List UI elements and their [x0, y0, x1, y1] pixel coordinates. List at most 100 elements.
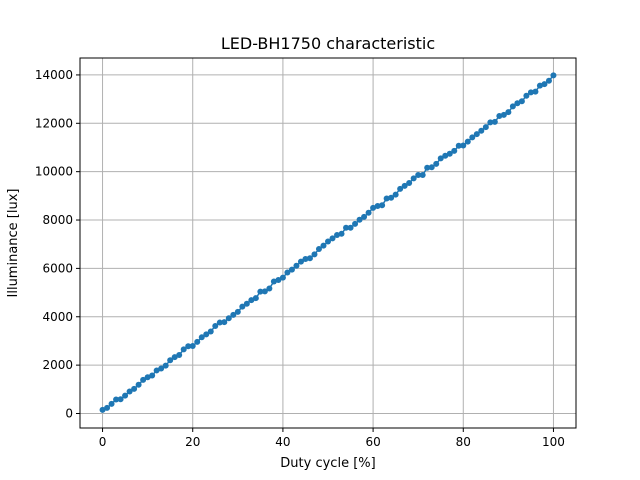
y-tick-label: 4000 — [42, 310, 73, 324]
y-axis-ticks: 0 2000 4000 6000 8000 10000 12000 14000 — [35, 68, 80, 420]
data-point — [104, 404, 111, 411]
data-point — [99, 406, 106, 413]
data-point — [311, 251, 318, 258]
data-point — [180, 346, 187, 353]
x-tick-label: 0 — [99, 435, 107, 449]
data-point — [379, 202, 386, 209]
data-point — [140, 376, 147, 383]
data-point — [194, 338, 201, 345]
plot-area-frame — [79, 57, 577, 429]
data-point — [248, 297, 255, 304]
data-point — [545, 77, 552, 84]
x-axis-label: Duty cycle [%] — [280, 456, 375, 471]
data-point — [144, 374, 151, 381]
data-point — [167, 357, 174, 364]
data-point — [491, 118, 498, 125]
data-point — [275, 277, 282, 283]
x-tick-label: 80 — [456, 435, 471, 449]
data-point — [451, 147, 458, 154]
data-point — [243, 300, 250, 307]
data-point — [212, 322, 219, 329]
data-point — [216, 319, 223, 326]
data-point — [536, 82, 543, 89]
data-point — [113, 396, 120, 403]
data-point — [500, 111, 507, 118]
data-point — [203, 331, 210, 338]
data-point — [370, 204, 377, 211]
data-point — [514, 100, 521, 107]
data-point — [473, 131, 480, 138]
data-point — [518, 98, 525, 105]
y-tick-label: 12000 — [35, 116, 73, 130]
data-point — [162, 362, 169, 369]
data-point — [225, 315, 232, 322]
data-point — [347, 224, 354, 231]
x-axis-ticks: 0 20 40 60 80 100 — [99, 428, 565, 449]
data-point — [176, 351, 183, 358]
data-point — [338, 230, 345, 237]
data-point — [126, 388, 133, 395]
data-point — [469, 134, 476, 141]
data-point — [293, 262, 300, 269]
data-point — [410, 175, 417, 182]
data-point — [320, 242, 327, 249]
data-point — [189, 343, 196, 350]
data-point — [135, 381, 142, 388]
data-point — [478, 127, 485, 134]
data-point — [550, 72, 557, 79]
data-point — [401, 182, 408, 189]
data-point — [261, 288, 268, 295]
data-point — [297, 258, 304, 265]
data-point — [171, 354, 178, 361]
data-point — [505, 109, 512, 116]
data-point — [482, 124, 489, 131]
data-point — [428, 164, 435, 171]
data-point — [207, 328, 214, 335]
data-point — [153, 367, 160, 374]
data-point — [415, 172, 422, 179]
data-point — [325, 238, 331, 245]
data-point — [509, 103, 516, 110]
data-point — [266, 285, 273, 292]
y-tick-label: 6000 — [42, 261, 73, 275]
data-point — [302, 255, 309, 262]
y-tick-label: 14000 — [35, 68, 73, 82]
data-point — [487, 119, 494, 126]
data-point — [496, 113, 503, 120]
data-point — [108, 400, 115, 407]
data-point — [257, 288, 264, 295]
data-point — [185, 343, 192, 350]
y-tick-label: 8000 — [42, 213, 73, 227]
x-tick-label: 40 — [275, 435, 290, 449]
data-point — [198, 334, 205, 341]
data-point — [334, 232, 341, 239]
data-point — [392, 191, 399, 198]
data-point — [279, 274, 286, 281]
data-point — [455, 142, 462, 149]
x-tick-label: 100 — [542, 435, 565, 449]
data-point — [541, 81, 548, 88]
data-point — [356, 216, 363, 223]
data-point — [131, 385, 138, 392]
data-point — [460, 142, 467, 149]
x-tick-label: 60 — [365, 435, 380, 449]
data-point — [406, 180, 413, 187]
data-point — [433, 160, 440, 167]
data-point — [221, 319, 228, 326]
data-point — [464, 138, 471, 145]
data-point — [388, 194, 395, 201]
data-point — [532, 88, 539, 95]
data-point — [315, 246, 322, 253]
data-point — [374, 203, 381, 209]
data-point — [252, 295, 259, 302]
data-point — [446, 150, 453, 157]
data-point — [523, 92, 530, 99]
data-point — [419, 172, 426, 179]
y-tick-label: 2000 — [42, 358, 73, 372]
data-point — [343, 224, 350, 231]
data-point — [329, 235, 336, 242]
data-point — [239, 303, 246, 310]
data-point — [117, 396, 124, 403]
